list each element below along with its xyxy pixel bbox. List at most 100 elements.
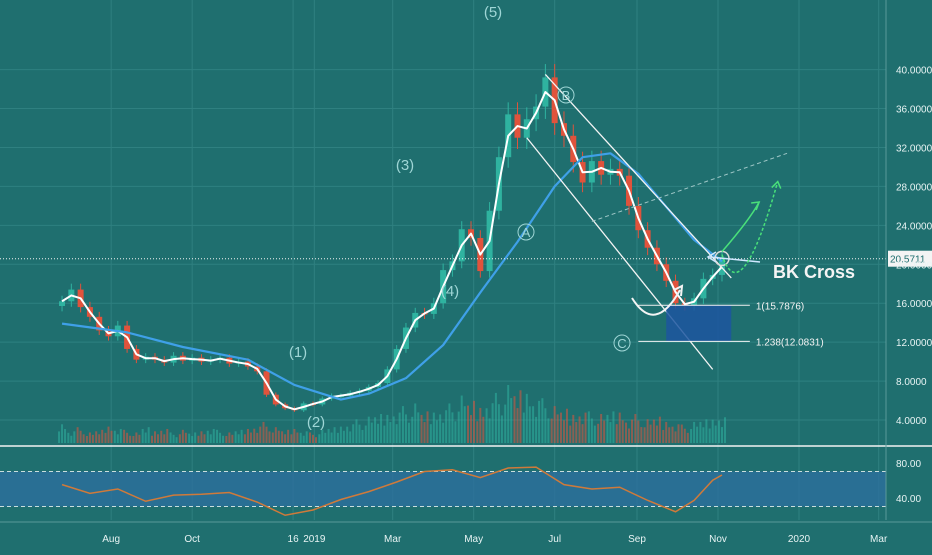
- volume-bar: [658, 416, 661, 443]
- volume-bar: [61, 424, 64, 443]
- wave-label: (4): [441, 283, 459, 300]
- volume-bar: [640, 427, 643, 443]
- slow-moving-average-line: [61, 152, 723, 401]
- volume-bar: [550, 418, 553, 443]
- candle-body: [59, 301, 66, 306]
- volume-bar: [284, 434, 287, 443]
- annotations: 1(15.7876) 1.238(12.0831) 20.5711 BK Cross (…: [0, 4, 932, 431]
- volume-bar: [206, 430, 209, 443]
- volume-bar: [91, 434, 94, 443]
- volume-bar: [435, 420, 438, 443]
- volume-bar: [85, 436, 88, 443]
- volume-bar: [671, 426, 674, 443]
- volume-bar: [432, 412, 435, 443]
- wave-label: B: [562, 88, 571, 103]
- volume-bar: [150, 435, 153, 443]
- volume-bar: [209, 434, 212, 443]
- volume-bar: [525, 393, 528, 443]
- volume-bar: [181, 429, 184, 443]
- volume-bar: [135, 432, 138, 443]
- x-tick-label: Sep: [628, 534, 646, 545]
- volume-bar: [680, 424, 683, 443]
- volume-bar: [253, 428, 256, 443]
- volume-bar: [299, 432, 302, 443]
- volume-bar: [98, 434, 101, 443]
- volume-bar: [225, 436, 228, 443]
- volume-bar: [336, 432, 339, 443]
- volume-bar: [178, 434, 181, 443]
- volume-bar: [110, 430, 113, 443]
- volume-bar: [265, 426, 268, 443]
- volume-bar: [628, 428, 631, 443]
- projection-arrow-head-2: [771, 180, 782, 189]
- wave-label: (5): [484, 4, 502, 21]
- wave-label: C: [617, 336, 626, 351]
- volume-bar: [454, 421, 457, 443]
- volume-bar: [439, 414, 442, 443]
- volume-bar: [256, 432, 259, 443]
- volume-bar: [58, 431, 61, 443]
- volume-bar: [519, 390, 522, 443]
- volume-bar: [95, 431, 98, 443]
- volume-bar: [714, 425, 717, 443]
- volume-bar: [231, 434, 234, 443]
- volume-bar: [212, 428, 215, 443]
- volume-bar: [318, 434, 321, 443]
- volume-bar: [101, 429, 104, 443]
- volume-bar: [600, 414, 603, 443]
- volume-bar: [123, 429, 126, 443]
- volume-bar: [166, 428, 169, 443]
- volume-bar: [352, 424, 355, 443]
- callout-arrow: [709, 256, 761, 263]
- volume-bar: [556, 414, 559, 443]
- volume-bar: [76, 427, 79, 443]
- volume-bar: [541, 398, 544, 443]
- volume-bar: [398, 412, 401, 443]
- volume-bar: [504, 404, 507, 443]
- volume-bar: [268, 431, 271, 443]
- volume-bar: [88, 432, 91, 443]
- volume-bar: [160, 430, 163, 443]
- volume-bar: [612, 411, 615, 443]
- y-tick-label: 28.0000: [896, 182, 932, 193]
- volume-bar: [163, 434, 166, 443]
- volume-bars: [58, 385, 726, 443]
- volume-bar: [547, 418, 550, 443]
- volume-bar: [625, 422, 628, 443]
- x-tick-label: Mar: [384, 534, 402, 545]
- volume-bar: [532, 406, 535, 443]
- volume-bar: [696, 426, 699, 443]
- volume-bar: [309, 432, 311, 443]
- volume-bar: [197, 435, 200, 443]
- volume-bar: [497, 404, 500, 443]
- volume-bar: [361, 429, 364, 443]
- volume-bar: [590, 418, 593, 443]
- volume-bar: [652, 419, 655, 443]
- volume-bar: [451, 412, 454, 443]
- volume-bar: [655, 425, 658, 443]
- volume-bar: [113, 430, 116, 443]
- volume-bar: [324, 432, 327, 443]
- volume-bar: [677, 424, 680, 443]
- volume-bar: [249, 432, 252, 443]
- volume-bar: [246, 428, 249, 443]
- volume-bar: [191, 436, 194, 443]
- y-tick-label: 16.0000: [896, 299, 932, 310]
- volume-bar: [643, 427, 646, 443]
- volume-bar: [228, 432, 231, 443]
- volume-bar: [153, 431, 156, 443]
- volume-bar: [370, 422, 373, 443]
- volume-bar: [138, 434, 141, 443]
- rsi-pane: 80.00 40.00: [0, 445, 932, 517]
- volume-bar: [699, 421, 702, 443]
- volume-bar: [274, 427, 277, 443]
- volume-bar: [367, 416, 370, 443]
- wave-label: A: [522, 225, 531, 240]
- volume-bar: [116, 434, 119, 443]
- x-tick-label: 16: [288, 534, 300, 545]
- volume-bar: [637, 420, 640, 443]
